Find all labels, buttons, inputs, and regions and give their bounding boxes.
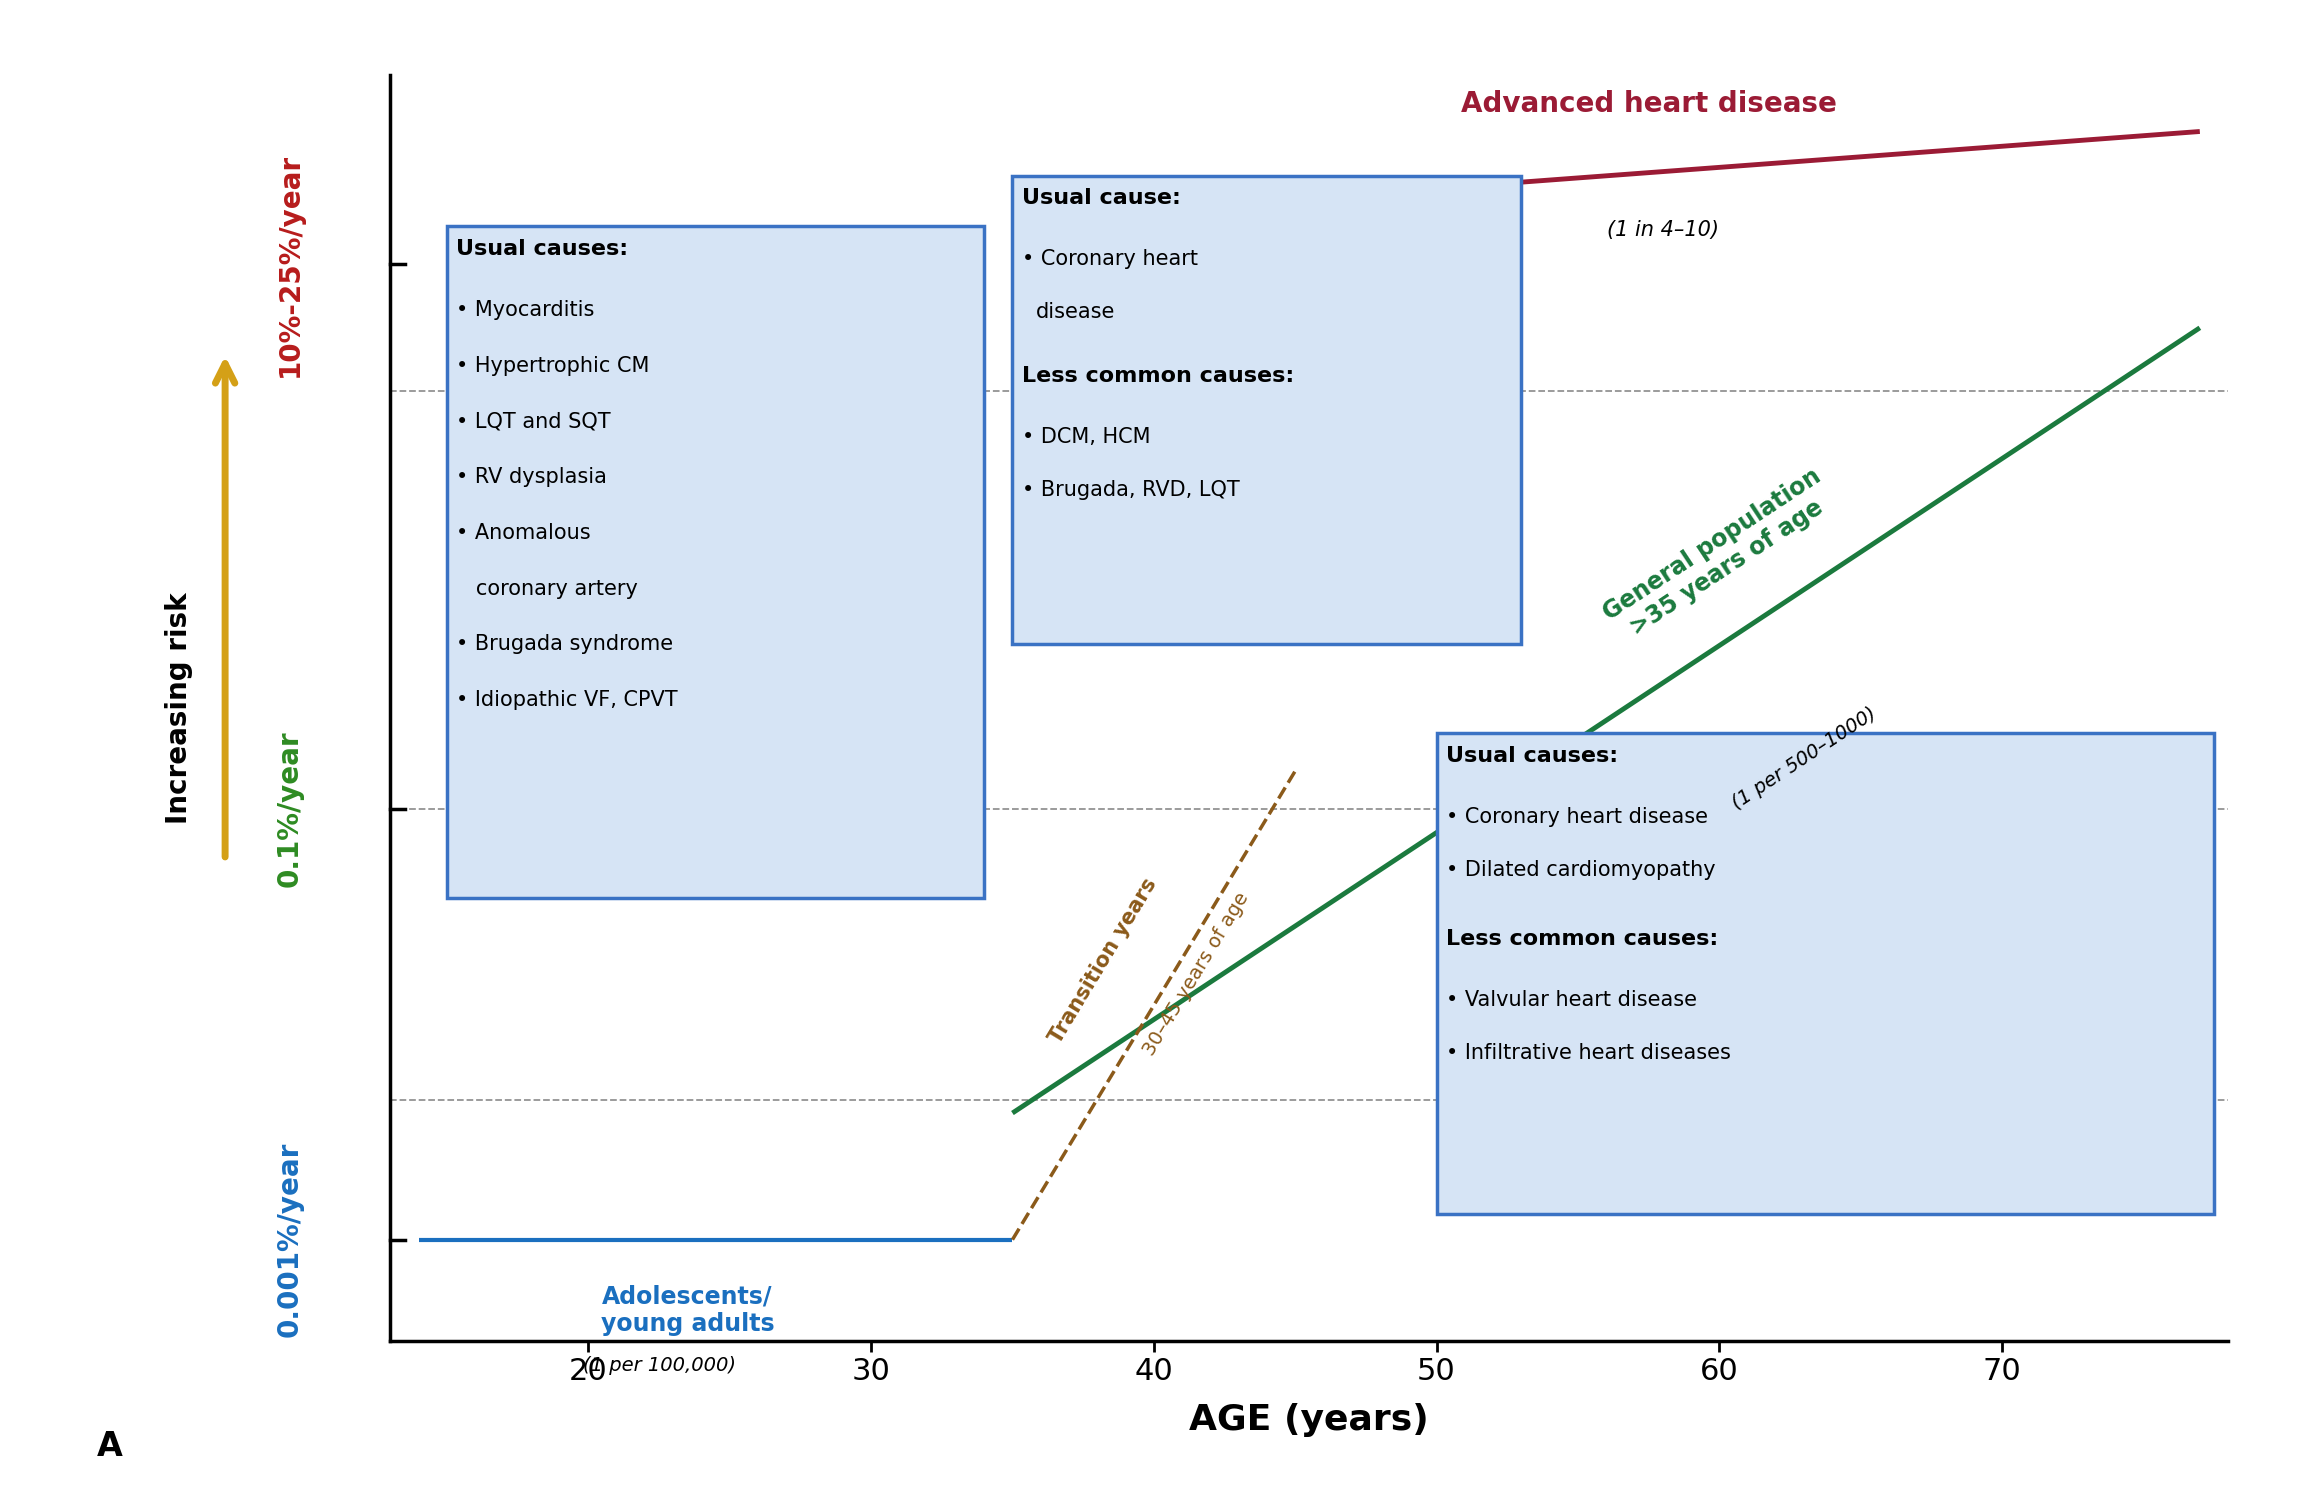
Text: 0.1%/year: 0.1%/year [276,730,303,888]
Text: • Brugada, RVD, LQT: • Brugada, RVD, LQT [1022,480,1240,499]
Text: • Anomalous: • Anomalous [457,523,590,542]
Text: 30–45 years of age: 30–45 years of age [1139,888,1252,1059]
Text: • Dilated cardiomyopathy: • Dilated cardiomyopathy [1445,860,1716,879]
Text: Usual causes:: Usual causes: [457,238,629,259]
Text: coronary artery: coronary artery [457,578,639,599]
Text: • Infiltrative heart diseases: • Infiltrative heart diseases [1445,1043,1730,1064]
Text: • Valvular heart disease: • Valvular heart disease [1445,991,1697,1010]
Text: Transition years: Transition years [1045,875,1160,1047]
Text: (1 per 100,000): (1 per 100,000) [583,1356,735,1375]
Text: General population
>35 years of age: General population >35 years of age [1599,463,1840,648]
X-axis label: AGE (years): AGE (years) [1190,1402,1429,1436]
Text: Less common causes:: Less common causes: [1022,367,1293,386]
Text: • Coronary heart disease: • Coronary heart disease [1445,806,1707,827]
FancyBboxPatch shape [1436,733,2214,1214]
Text: Usual cause:: Usual cause: [1022,189,1181,209]
Text: • Hypertrophic CM: • Hypertrophic CM [457,356,650,375]
Text: disease: disease [1036,302,1116,322]
Text: • Brugada syndrome: • Brugada syndrome [457,635,673,654]
Text: Adolescents/
young adults: Adolescents/ young adults [600,1284,774,1337]
FancyBboxPatch shape [1013,176,1521,644]
Text: (1 per 500–1000): (1 per 500–1000) [1727,703,1879,814]
Text: Less common causes:: Less common causes: [1445,930,1718,949]
Text: • Myocarditis: • Myocarditis [457,299,595,320]
Text: • Idiopathic VF, CPVT: • Idiopathic VF, CPVT [457,690,678,711]
FancyBboxPatch shape [448,226,983,897]
Text: • RV dysplasia: • RV dysplasia [457,468,606,487]
Text: Advanced heart disease: Advanced heart disease [1461,89,1838,118]
Text: • Coronary heart: • Coronary heart [1022,249,1197,270]
Text: Increasing risk: Increasing risk [165,592,193,824]
Text: • DCM, HCM: • DCM, HCM [1022,426,1151,447]
Text: Usual causes:: Usual causes: [1445,746,1617,766]
Text: • LQT and SQT: • LQT and SQT [457,411,611,432]
Text: A: A [96,1430,122,1463]
Text: 10%-25%/year: 10%-25%/year [276,152,303,377]
Text: (1 in 4–10): (1 in 4–10) [1606,221,1718,240]
Text: 0.001%/year: 0.001%/year [276,1141,303,1338]
